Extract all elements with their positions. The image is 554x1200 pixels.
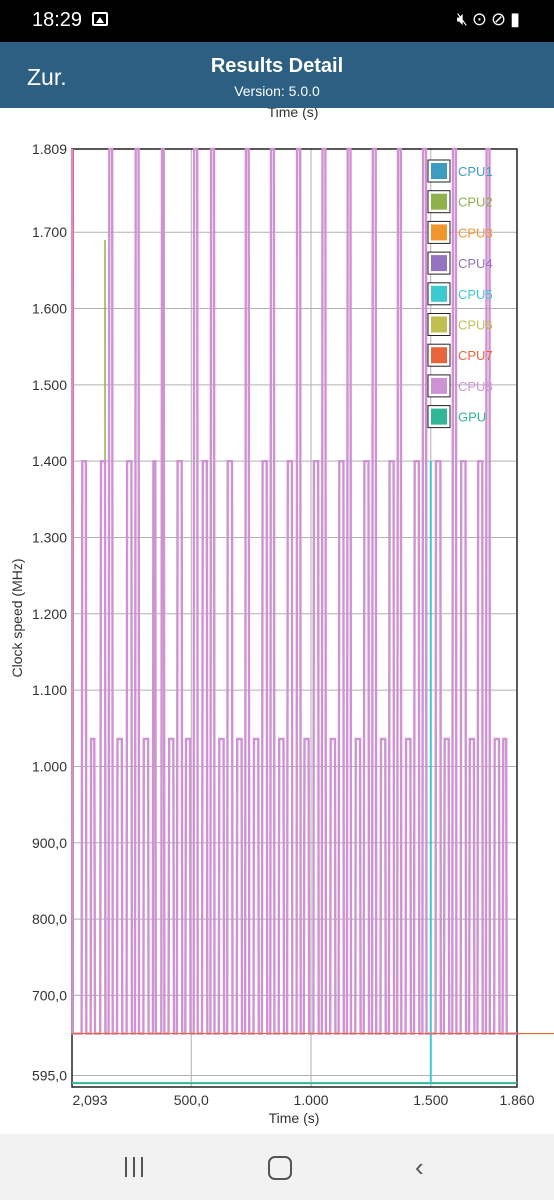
y-axis-label: Clock speed (MHz) <box>9 558 25 677</box>
legend-label: CPU2 <box>458 195 493 210</box>
legend-label: CPU7 <box>458 348 493 363</box>
legend-label: CPU3 <box>458 225 493 240</box>
page-title: Results Detail <box>210 55 344 77</box>
x-tick-label: 500,0 <box>174 1092 209 1108</box>
legend-label: CPU5 <box>458 287 493 302</box>
y-tick-label: 1.100 <box>32 682 67 698</box>
recent-apps-icon[interactable] <box>124 1157 146 1177</box>
y-tick-label: 595,0 <box>32 1068 67 1084</box>
app-header: Zur. Results Detail Version: 5.0.0 <box>0 42 554 108</box>
clock-speed-chart[interactable]: Time (s) 1.809 1.700 1.600 1.500 1.400 1.300 1.… <box>0 108 554 1134</box>
navigation-bar: ‹ <box>0 1134 554 1200</box>
y-tick-label: 1.200 <box>32 606 67 622</box>
legend-label: CPU6 <box>458 318 493 333</box>
x-tick-label: 2,093 <box>72 1092 107 1108</box>
back-icon[interactable]: ‹ <box>415 1152 424 1182</box>
y-tick-label: 1.700 <box>32 224 67 240</box>
legend-label: CPU4 <box>458 256 493 271</box>
legend-label: CPU1 <box>458 164 493 179</box>
y-tick-label: 1.300 <box>32 529 67 545</box>
y-tick-label: 1.500 <box>32 377 67 393</box>
status-time: 18:29 <box>32 9 83 31</box>
y-tick-label: 900,0 <box>32 835 67 851</box>
do-not-disturb-icon: ⊘ <box>491 9 511 29</box>
back-button[interactable]: Zur. <box>27 64 67 90</box>
legend-swatch <box>431 163 447 179</box>
x-tick-label: 1.500 <box>413 1092 448 1108</box>
legend-label: GPU <box>458 410 486 425</box>
legend-swatch <box>431 347 447 364</box>
legend-label: CPU8 <box>458 379 493 394</box>
series-cpu8-line <box>70 147 517 1035</box>
y-tick-label: 1.600 <box>32 301 67 317</box>
version-label: Version: 5.0.0 <box>234 83 320 99</box>
x-tick-label: 1.000 <box>293 1092 328 1108</box>
legend-swatch <box>431 316 447 333</box>
y-tick-label: 1.809 <box>32 141 67 157</box>
home-icon[interactable] <box>268 1156 292 1180</box>
gallery-notification-icon <box>92 12 108 26</box>
legend-swatch <box>431 224 447 241</box>
y-tick-label: 700,0 <box>32 987 67 1003</box>
x-tick-label: 1.860 <box>499 1092 534 1108</box>
battery-icon: ▮ <box>510 9 524 29</box>
status-icons: 🔇︎⊙⊘▮ <box>457 9 524 30</box>
mute-icon: 🔇︎ <box>456 9 472 29</box>
legend-swatch <box>431 255 447 272</box>
top-axis-label: Time (s) <box>268 108 319 120</box>
y-tick-label: 1.400 <box>32 453 67 469</box>
x-axis-label: Time (s) <box>269 1110 320 1126</box>
wifi-icon: ⊙ <box>471 9 491 29</box>
legend-swatch <box>431 193 447 210</box>
legend-swatch <box>431 408 447 425</box>
chart-svg: Time (s) 1.809 1.700 1.600 1.500 1.400 1.300 1.… <box>9 108 554 1126</box>
y-tick-label: 1.000 <box>32 758 67 774</box>
legend-swatch <box>431 285 447 302</box>
y-tick-label: 800,0 <box>32 911 67 927</box>
legend-swatch <box>431 377 447 394</box>
status-bar: 18:29 🔇︎⊙⊘▮ <box>0 0 554 42</box>
